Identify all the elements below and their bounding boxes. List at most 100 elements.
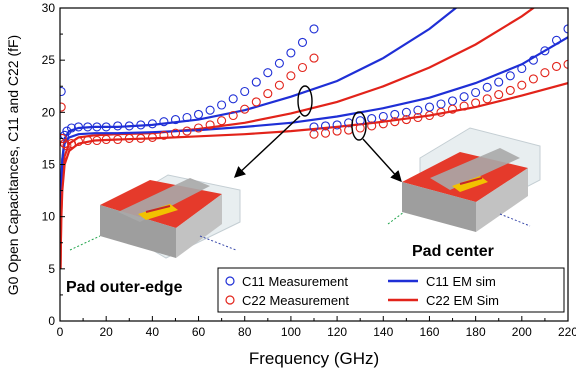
point-c22-measurement-center [459, 101, 469, 111]
point-c11-measurement-center [540, 46, 550, 56]
point-c11-measurement-center [367, 114, 377, 124]
point-c11-measurement-outer [92, 122, 102, 132]
annotation-pad-center: Pad center [412, 243, 494, 260]
point-c11-measurement-center [528, 55, 538, 65]
point-c22-measurement-outer [205, 120, 215, 130]
point-c22-measurement-outer [159, 130, 169, 140]
point-c22-measurement-center [528, 74, 538, 84]
point-c11-measurement-center [390, 109, 400, 119]
point-c11-measurement-outer [309, 24, 319, 34]
point-c11-measurement-outer [297, 37, 308, 47]
x-tick-label: 100 [281, 325, 301, 339]
legend-label-c22-measurement: C22 Measurement [242, 293, 349, 308]
point-c22-measurement-outer [62, 141, 72, 151]
point-c22-measurement-center [413, 112, 423, 123]
point-c22-measurement-center [540, 68, 550, 78]
point-c22-measurement-center [551, 61, 562, 71]
point-c22-measurement-outer [60, 133, 67, 143]
point-c11-measurement-center [355, 116, 365, 126]
point-c11-measurement-center [309, 122, 319, 132]
x-tick-label: 120 [327, 325, 347, 339]
point-c22-measurement-center [424, 110, 435, 121]
x-tick-label: 0 [57, 325, 64, 339]
point-c22-measurement-outer [113, 134, 123, 145]
legend-box [217, 267, 565, 313]
point-c11-measurement-outer [193, 109, 204, 119]
pad-outer-edge-inset [69, 174, 241, 259]
point-c22-measurement-center [355, 123, 365, 133]
point-c22-measurement-center [517, 80, 527, 90]
point-c11-measurement-outer [113, 121, 123, 131]
callouts [233, 85, 402, 183]
point-c11-measurement-outer [251, 77, 261, 87]
point-c11-measurement-outer [73, 122, 84, 132]
point-c11-measurement-outer [205, 105, 215, 115]
x-tick-label: 140 [373, 325, 393, 339]
legend-label-c22-em-sim: C22 EM Sim [426, 293, 499, 308]
point-c22-measurement-outer [228, 110, 238, 121]
point-c22-measurement-outer [73, 136, 84, 147]
point-c22-measurement-outer [274, 80, 284, 90]
point-c11-measurement-center [471, 87, 481, 98]
point-c11-measurement-center [517, 63, 527, 74]
point-c22-measurement-center [494, 90, 504, 100]
center-arrow [362, 138, 402, 183]
legend-label-c11-em-sim: C11 EM sim [426, 274, 496, 289]
point-c11-measurement-outer [228, 94, 238, 104]
point-c11-measurement-outer [286, 48, 296, 58]
point-c11-measurement-outer [124, 121, 134, 131]
point-c11-measurement-center [563, 24, 568, 34]
point-c11-measurement-center [494, 77, 504, 87]
point-c22-measurement-outer [101, 134, 111, 145]
legend-marker-c11 [225, 276, 235, 286]
point-c11-measurement-outer [101, 122, 111, 132]
point-c11-measurement-center [459, 92, 469, 102]
measurement-markers [60, 24, 568, 151]
y-axis-label: G0 Open Capacitances, C11 and C22 (fF) [5, 35, 21, 295]
point-c11-measurement-outer [170, 115, 181, 125]
point-c22-measurement-outer [170, 128, 181, 138]
point-c11-measurement-outer [60, 86, 66, 97]
y-tick-label: 20 [42, 105, 56, 119]
point-c22-measurement-center [367, 121, 377, 131]
annotation-pad-outer-edge: Pad outer-edge [66, 279, 183, 296]
point-c11-measurement-outer [62, 126, 72, 136]
x-tick-label: 200 [512, 325, 532, 339]
x-tick-label: 40 [146, 325, 160, 339]
point-c22-measurement-center [505, 85, 515, 95]
point-c11-measurement-center [551, 35, 562, 45]
point-c22-measurement-center [471, 98, 481, 108]
outer-edge-arrow [233, 115, 301, 178]
point-c22-measurement-outer [240, 104, 250, 114]
point-c22-measurement-outer [263, 89, 273, 99]
point-c11-measurement-outer [83, 122, 93, 132]
point-c22-measurement-outer [60, 102, 66, 112]
point-c22-measurement-center [390, 117, 400, 127]
legend-label-c11-measurement: C11 Measurement [242, 274, 348, 289]
y-tick-label: 0 [48, 314, 55, 328]
point-c11-measurement-outer [240, 86, 250, 97]
axis-ticks: 0 20 40 60 80 100 120 140 160 180 200 220 0 5 10 15 20 25… [42, 1, 576, 339]
point-c22-measurement-outer [147, 132, 157, 142]
point-c22-measurement-center [447, 104, 458, 114]
point-c22-measurement-center [378, 119, 388, 129]
point-c11-measurement-center [413, 105, 423, 115]
point-c22-measurement-outer [286, 71, 296, 81]
pad-center-inset [387, 127, 541, 232]
x-tick-label: 180 [466, 325, 486, 339]
legend-marker-c22 [225, 295, 235, 305]
x-axis-label: Frequency (GHz) [249, 349, 379, 368]
y-tick-label: 30 [42, 1, 56, 15]
point-c11-measurement-outer [263, 68, 273, 78]
x-tick-label: 160 [419, 325, 439, 339]
point-c22-measurement-outer [136, 133, 146, 143]
x-tick-label: 20 [100, 325, 114, 339]
point-c22-measurement-center [436, 107, 446, 117]
point-c11-measurement-outer [217, 100, 227, 110]
point-c11-measurement-center [482, 82, 492, 92]
point-c11-measurement-center [378, 111, 388, 122]
point-c22-measurement-center [309, 129, 319, 139]
point-c22-measurement-outer [124, 133, 134, 143]
point-c11-measurement-outer [274, 58, 284, 68]
